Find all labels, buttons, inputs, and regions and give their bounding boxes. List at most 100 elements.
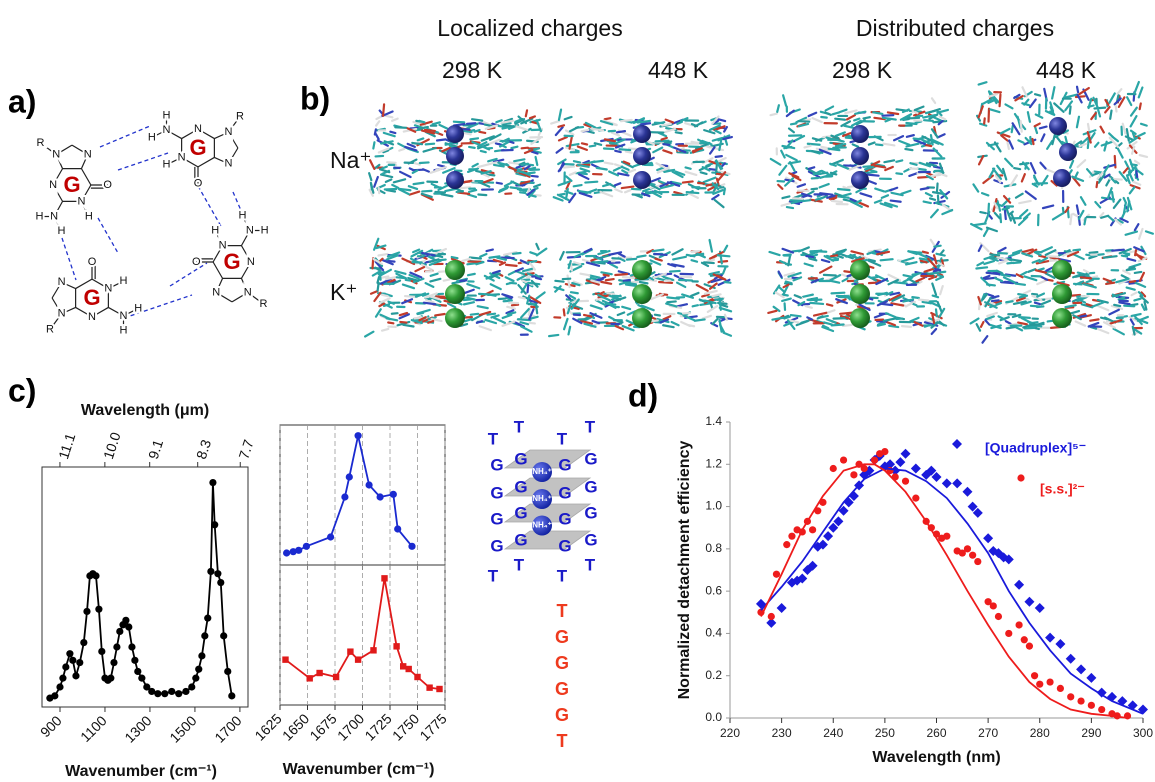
molecule-stick: [984, 118, 985, 123]
molecule-stick: [571, 292, 578, 293]
data-point: [228, 692, 235, 699]
molecule-stick: [558, 125, 564, 126]
molecule-stick: [869, 260, 875, 261]
data-point: [406, 666, 412, 672]
data-point: [370, 647, 376, 653]
molecule-stick: [503, 125, 513, 126]
molecule-stick: [479, 294, 491, 295]
panel-label: b): [300, 80, 330, 116]
data-point: [377, 493, 384, 500]
data-point: [788, 533, 795, 540]
molecule-stick: [882, 304, 892, 305]
data-point: [394, 525, 401, 532]
ion-sphere: [1052, 260, 1072, 280]
molecule-stick: [1124, 306, 1134, 307]
base-letter: G: [490, 455, 503, 474]
molecule-stick: [470, 138, 478, 139]
molecule-stick: [693, 305, 698, 306]
ion-sphere: [445, 308, 465, 328]
y-tick-label: 0.4: [705, 626, 722, 640]
data-point: [207, 568, 214, 575]
molecule-stick: [595, 143, 601, 145]
base-letter: G: [558, 536, 571, 555]
molecule-stick: [469, 147, 475, 148]
ion-sphere: [850, 260, 870, 280]
temperature-label: 448 K: [1036, 57, 1097, 83]
molecule-stick: [397, 277, 406, 278]
molecule-stick: [1130, 281, 1135, 282]
molecule-stick: [1012, 126, 1013, 132]
x-tick-label: 250: [875, 726, 895, 740]
base-letter: G: [558, 509, 571, 528]
molecule-stick: [582, 143, 587, 144]
y-tick-label: 1.0: [705, 499, 722, 513]
base-letter: T: [514, 555, 525, 574]
molecule-stick: [623, 277, 634, 278]
data-point: [969, 552, 976, 559]
molecule-stick: [511, 147, 517, 148]
molecule-stick: [1035, 303, 1040, 304]
base-letter: T: [557, 429, 568, 448]
data-point: [1046, 678, 1053, 685]
data-point: [138, 675, 145, 682]
molecule-stick: [692, 260, 698, 262]
molecule-stick: [1019, 317, 1030, 318]
molecule-stick: [526, 110, 527, 116]
molecule-stick: [894, 282, 906, 283]
data-point: [1036, 681, 1043, 688]
atom-label: N: [104, 282, 112, 294]
atom-label: N: [77, 195, 85, 207]
molecule-stick: [435, 314, 444, 315]
data-point: [98, 648, 105, 655]
molecule-stick: [522, 164, 528, 165]
molecule-stick: [533, 148, 539, 149]
molecule-stick: [1131, 164, 1136, 165]
molecule-stick: [375, 129, 376, 134]
molecule-stick: [564, 309, 565, 315]
molecule-stick: [592, 161, 603, 162]
atom-label: H: [163, 109, 171, 121]
data-point: [134, 668, 141, 675]
atom-label: O: [88, 256, 97, 268]
molecule-stick: [382, 295, 388, 296]
data-point: [408, 543, 415, 550]
data-point: [131, 657, 138, 664]
molecule-stick: [1080, 316, 1086, 317]
molecule-stick: [653, 250, 664, 252]
data-point: [316, 670, 322, 676]
molecule-stick: [1124, 253, 1130, 254]
molecule-stick: [924, 120, 933, 121]
data-point: [110, 659, 117, 666]
molecule-stick: [934, 246, 940, 247]
data-point: [830, 465, 837, 472]
data-point: [881, 448, 888, 455]
sequence-letter: T: [557, 601, 568, 621]
molecule-stick: [621, 120, 632, 121]
background: [0, 0, 1155, 782]
molecule-stick: [380, 272, 381, 279]
atom-label: H: [120, 275, 128, 287]
atom-label: N: [58, 276, 66, 288]
molecule-stick: [909, 251, 922, 252]
ion-sphere: [632, 284, 652, 304]
data-point: [327, 533, 334, 540]
molecule-stick: [827, 304, 832, 305]
x-tick-label: 270: [978, 726, 998, 740]
base-letter: G: [514, 530, 527, 549]
molecule-stick: [379, 254, 388, 256]
molecule-stick: [1008, 143, 1009, 149]
molecule-stick: [528, 172, 535, 173]
data-point: [154, 690, 161, 697]
data-point: [1021, 636, 1028, 643]
molecule-stick: [481, 151, 486, 152]
molecule-stick: [810, 303, 823, 304]
ion-sphere: [446, 171, 464, 189]
data-point: [381, 575, 387, 581]
data-point: [995, 613, 1002, 620]
molecule-stick: [832, 201, 842, 202]
data-point: [224, 668, 231, 675]
molecule-stick: [1070, 215, 1071, 225]
molecule-stick: [460, 280, 466, 281]
atom-label: O: [192, 256, 201, 268]
atom-label: N: [163, 124, 171, 136]
